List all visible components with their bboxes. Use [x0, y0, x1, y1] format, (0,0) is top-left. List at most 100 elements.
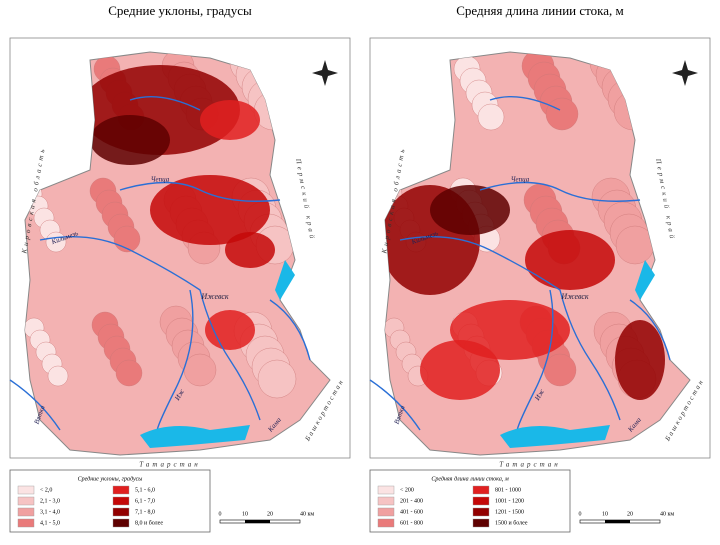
district-cluster [150, 175, 270, 245]
map-label: Татарстан [139, 461, 201, 469]
scale-label: 40 км [660, 511, 674, 517]
district [403, 97, 425, 119]
legend-swatch [112, 518, 130, 528]
district-cluster [200, 100, 260, 140]
map-label: Чепца [511, 176, 530, 184]
district [477, 103, 505, 131]
scale-label: 10 [602, 511, 608, 517]
legend-swatch [377, 518, 395, 528]
river [629, 299, 671, 361]
district [37, 85, 59, 107]
legend-label: 1001 - 1200 [495, 498, 524, 504]
scale-bar-segment [245, 520, 270, 523]
panel-title: Средние уклоны, градусы [108, 3, 252, 18]
scale-label: 10 [242, 511, 248, 517]
district [115, 359, 143, 387]
panel-title: Средняя длина линии стока, м [456, 3, 624, 18]
map-frame [369, 37, 711, 459]
legend-label: 201 - 400 [400, 498, 423, 504]
district-cluster [525, 230, 615, 290]
district [25, 61, 47, 83]
legend-swatch [17, 485, 35, 495]
legend-swatch [472, 518, 490, 528]
legend-label: 1500 и более [495, 519, 528, 526]
map-label: Татарстан [499, 461, 561, 469]
legend-swatch [112, 507, 130, 517]
river [369, 379, 421, 431]
map-label: Чепца [151, 176, 170, 184]
district [385, 61, 407, 83]
scale-label: 40 км [300, 511, 314, 517]
district [43, 97, 65, 119]
legend-label: 7,1 - 8,0 [135, 509, 155, 515]
scale-label: 0 [579, 511, 582, 517]
legend-title: Средняя длина линии стока, м [431, 475, 508, 482]
map-frame [9, 37, 351, 459]
river [129, 95, 201, 111]
river [9, 379, 61, 431]
legend-label: 801 - 1000 [495, 487, 521, 493]
district [385, 52, 401, 71]
district [47, 365, 69, 387]
district-cluster [420, 340, 500, 400]
district [253, 91, 293, 131]
legend-box [369, 469, 571, 533]
legend-swatch [472, 496, 490, 506]
legend-label: 601 - 800 [400, 520, 423, 526]
district [31, 73, 53, 95]
legend-label: 5,1 - 6,0 [135, 487, 155, 493]
district [613, 91, 653, 131]
district-cluster [615, 320, 665, 400]
legend-label: 4,1 - 5,0 [40, 520, 60, 526]
legend-swatch [17, 507, 35, 517]
scale-bar-segment [605, 520, 630, 523]
map-label: Пермский край [654, 157, 677, 242]
reservoir [140, 425, 250, 448]
district [545, 97, 579, 131]
legend-swatch [112, 496, 130, 506]
scale-label: 20 [627, 511, 633, 517]
river [39, 236, 261, 421]
district [183, 353, 217, 387]
river [489, 95, 561, 111]
district [391, 73, 413, 95]
district [25, 52, 41, 71]
legend: Средние уклоны, градусы < 2,0 2,1 - 3,0 3,1… [9, 469, 211, 533]
legend-swatch [17, 518, 35, 528]
district-patches [385, 52, 665, 400]
river [479, 181, 641, 202]
district [543, 353, 577, 387]
reservoir [635, 260, 655, 300]
river [269, 299, 311, 361]
map-label: Пермский край [294, 157, 317, 242]
compass [672, 60, 698, 86]
district-cluster [90, 115, 170, 165]
legend-label: 8,0 и более [135, 519, 163, 526]
legend-label: 2,1 - 3,0 [40, 498, 60, 504]
reservoir [500, 425, 610, 448]
map-label: Ижевск [560, 292, 589, 301]
legend-label: < 200 [400, 487, 414, 493]
legend-swatch [377, 507, 395, 517]
legend-swatch [112, 485, 130, 495]
district-cluster [205, 310, 255, 350]
district [397, 85, 419, 107]
legend-swatch [377, 496, 395, 506]
legend-swatch [472, 485, 490, 495]
district-cluster [430, 185, 510, 235]
legend: Средняя длина линии стока, м < 200 201 - 4… [369, 469, 571, 533]
river [119, 181, 281, 202]
legend-swatch [17, 496, 35, 506]
legend-box [9, 469, 211, 533]
compass [312, 60, 338, 86]
legend-title: Средние уклоны, градусы [78, 475, 143, 482]
legend-label: 6,1 - 7,0 [135, 498, 155, 504]
river [399, 236, 621, 421]
district [257, 359, 297, 399]
legend-label: 3,1 - 4,0 [40, 509, 60, 515]
map-label: Ижевск [200, 292, 229, 301]
legend-label: 401 - 600 [400, 509, 423, 515]
scale-label: 0 [219, 511, 222, 517]
